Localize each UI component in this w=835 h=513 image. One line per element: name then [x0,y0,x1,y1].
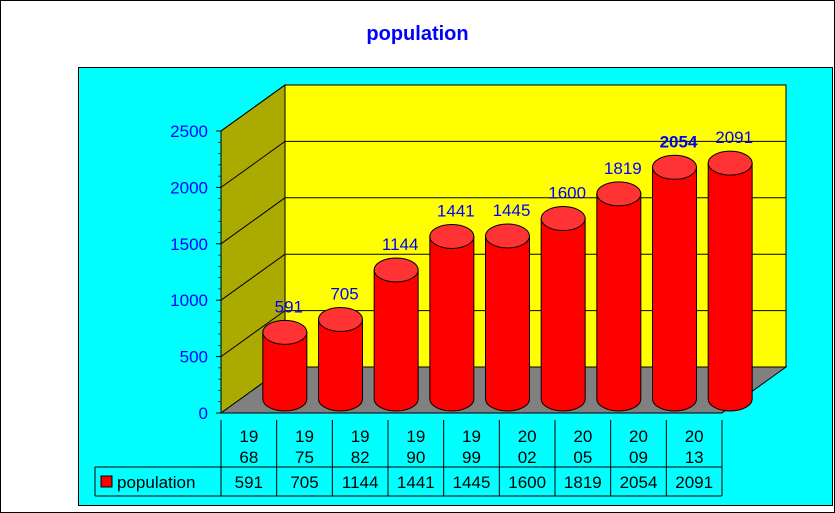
y-tick-label: 1500 [170,235,208,254]
table-value: 1445 [453,473,491,492]
x-tick-label: 19 [295,427,314,446]
table-value: 1600 [508,473,546,492]
x-tick-label: 68 [239,448,258,467]
y-tick-label: 0 [199,404,208,423]
gridline [220,140,786,188]
x-tick-label: 82 [351,448,370,467]
table-value: 1441 [397,473,435,492]
bar [429,235,475,412]
y-tick-label: 2500 [170,122,208,141]
bar [652,166,697,412]
bar-top [485,223,530,249]
x-tick-label: 90 [406,448,425,467]
bar [262,331,308,412]
data-label: 591 [275,297,303,316]
bar-top [540,206,586,232]
x-tick-label: 05 [573,448,592,467]
data-label: 2054 [660,132,698,151]
x-tick-label: 09 [629,448,648,467]
x-tick-label: 20 [629,427,648,446]
gridline [220,84,786,132]
table-value: 591 [235,473,263,492]
x-tick-label: 20 [518,427,537,446]
bar [596,193,642,412]
legend-key [100,475,113,488]
y-tick-label: 1000 [170,291,208,310]
bar [540,218,586,412]
bar [318,318,363,412]
bar-top [373,257,419,283]
bar-top [262,319,308,345]
x-tick-label: 20 [573,427,592,446]
table-value: 2091 [675,473,713,492]
data-label: 705 [330,284,358,303]
x-tick-label: 13 [685,448,704,467]
bar [373,269,419,412]
x-tick-label: 20 [685,427,704,446]
bar-top [318,306,363,332]
chart-title: population [366,23,469,45]
table-value: 2054 [620,473,658,492]
table-value: 1819 [564,473,602,492]
bar-top [707,150,753,176]
x-tick-label: 19 [239,427,258,446]
bar [485,235,530,412]
x-tick-label: 19 [406,427,425,446]
x-tick-label: 19 [462,427,481,446]
x-tick-label: 19 [351,427,370,446]
data-label: 1819 [604,159,642,178]
bar-top [596,181,642,207]
bar-top [429,223,475,249]
table-value: 1144 [342,473,379,492]
data-label: 1445 [493,201,531,220]
y-tick-label: 2000 [170,178,208,197]
data-label: 1600 [548,184,586,203]
legend-label: population [117,473,195,492]
x-tick-label: 02 [518,448,537,467]
data-label: 1144 [382,235,419,254]
y-tick-label: 500 [180,348,208,367]
bar [707,162,753,412]
x-tick-label: 99 [462,448,481,467]
data-label: 2091 [715,128,753,147]
data-label: 1441 [437,201,475,220]
table-value: 705 [290,473,318,492]
bar-top [652,154,697,180]
x-tick-label: 75 [295,448,314,467]
